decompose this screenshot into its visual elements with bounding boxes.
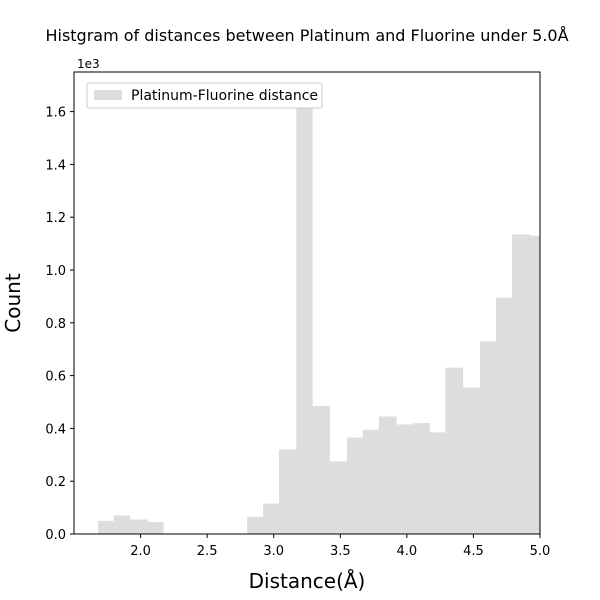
histogram-bar	[378, 416, 397, 534]
histogram-bar	[129, 519, 148, 534]
y-tick-label: 0.4	[45, 422, 66, 437]
legend: Platinum-Fluorine distance	[86, 82, 323, 109]
y-axis-ticks: 0.0 0.2 0.4 0.6 0.8 1.0 1.2 1.4 1.6	[45, 106, 74, 543]
histogram-bar	[445, 367, 464, 534]
y-tick-label: 0.8	[45, 317, 66, 332]
legend-box	[86, 82, 323, 109]
y-tick-label: 1.4	[45, 158, 66, 173]
histogram-bar	[396, 424, 414, 534]
plot-frame	[73, 71, 541, 535]
histogram-bar	[429, 432, 446, 534]
y-tick-label: 0.0	[45, 528, 66, 543]
y-tick-label: 1.2	[45, 211, 66, 226]
histogram-bar	[329, 461, 348, 534]
x-tick-label: 2.5	[197, 544, 218, 559]
x-tick-label: 3.5	[330, 544, 351, 559]
x-tick-label: 2.0	[130, 544, 151, 559]
legend-swatch	[94, 90, 122, 100]
x-tick-label: 5.0	[530, 544, 551, 559]
y-tick-label: 1.6	[45, 106, 66, 121]
histogram-bar	[147, 522, 164, 534]
histogram-bar	[496, 297, 513, 534]
histogram-bar	[346, 437, 364, 534]
y-axis-label: Count	[1, 273, 25, 333]
histogram-bar	[413, 423, 430, 534]
x-tick-label: 3.0	[263, 544, 284, 559]
histogram-bar	[263, 503, 280, 534]
histogram-bars	[97, 101, 541, 535]
legend-label: Platinum-Fluorine distance	[131, 88, 318, 104]
histogram-bar	[296, 101, 313, 534]
y-tick-label: 0.6	[45, 370, 66, 385]
histogram-bar	[462, 387, 481, 534]
y-tick-label: 1.0	[45, 264, 66, 279]
chart-title: Histgram of distances between Platinum a…	[45, 26, 568, 45]
x-tick-label: 4.5	[463, 544, 484, 559]
histogram-bar	[247, 516, 264, 534]
histogram-bar	[279, 449, 297, 534]
histogram-bar	[362, 429, 380, 534]
y-scale-label: 1e3	[77, 57, 100, 71]
x-tick-label: 4.0	[397, 544, 418, 559]
y-tick-label: 0.2	[45, 475, 66, 490]
histogram-bar	[97, 520, 115, 534]
histogram-bar	[113, 515, 131, 534]
histogram-bar	[312, 405, 330, 534]
x-axis-ticks: 2.0 2.5 3.0 3.5 4.0 4.5 5.0	[130, 534, 550, 559]
x-axis-label: Distance(Å)	[249, 569, 366, 593]
histogram-bar	[480, 341, 497, 534]
histogram-bar	[529, 235, 541, 534]
histogram-bar	[512, 234, 530, 535]
